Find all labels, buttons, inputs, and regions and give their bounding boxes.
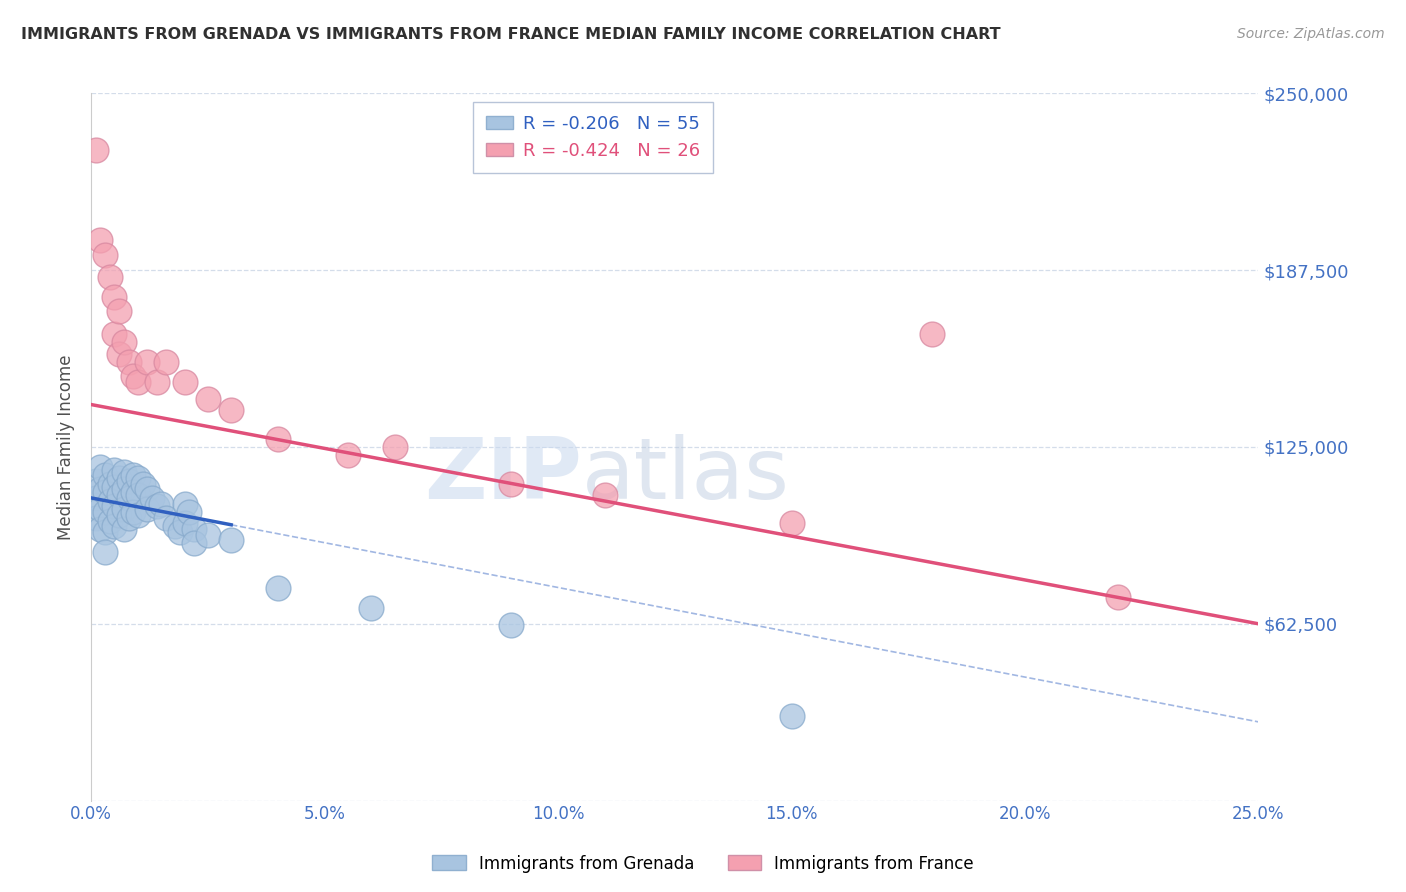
Point <box>98 514 121 528</box>
Point <box>117 355 139 369</box>
Point <box>108 488 131 502</box>
Point <box>197 392 219 406</box>
Point <box>179 505 201 519</box>
Point <box>127 471 149 485</box>
Point <box>1107 590 1129 604</box>
Point <box>94 524 117 539</box>
Point <box>150 497 173 511</box>
Point <box>155 355 177 369</box>
Point <box>173 375 195 389</box>
Point <box>136 483 159 497</box>
Point <box>103 480 125 494</box>
Point <box>103 290 125 304</box>
Point <box>921 326 943 341</box>
Point <box>122 485 145 500</box>
Point <box>780 516 803 531</box>
Point <box>127 508 149 522</box>
Point <box>94 485 117 500</box>
Point <box>112 335 135 350</box>
Point <box>155 510 177 524</box>
Point <box>136 502 159 516</box>
Point <box>127 375 149 389</box>
Text: ZIP: ZIP <box>423 434 582 516</box>
Point <box>94 544 117 558</box>
Point <box>219 403 242 417</box>
Point <box>122 505 145 519</box>
Point <box>117 491 139 505</box>
Text: atlas: atlas <box>582 434 789 516</box>
Point <box>122 369 145 384</box>
Point <box>84 474 107 488</box>
Point <box>108 346 131 360</box>
Point <box>112 466 135 480</box>
Point <box>219 533 242 548</box>
Point <box>136 355 159 369</box>
Point <box>108 471 131 485</box>
Point <box>89 483 111 497</box>
Point <box>112 483 135 497</box>
Point <box>267 432 290 446</box>
Point <box>94 505 117 519</box>
Point <box>183 522 205 536</box>
Point <box>84 510 107 524</box>
Legend: Immigrants from Grenada, Immigrants from France: Immigrants from Grenada, Immigrants from… <box>426 848 980 880</box>
Point <box>141 491 163 505</box>
Point <box>145 375 167 389</box>
Point <box>336 449 359 463</box>
Point <box>98 476 121 491</box>
Point <box>145 500 167 514</box>
Point <box>117 474 139 488</box>
Point <box>267 582 290 596</box>
Point <box>593 488 616 502</box>
Point <box>108 508 131 522</box>
Point <box>780 708 803 723</box>
Point <box>103 462 125 476</box>
Point <box>112 522 135 536</box>
Point <box>360 601 382 615</box>
Point <box>94 247 117 261</box>
Point <box>501 618 523 632</box>
Point <box>131 476 153 491</box>
Point <box>103 500 125 514</box>
Point <box>94 468 117 483</box>
Point <box>84 143 107 157</box>
Point <box>112 502 135 516</box>
Point <box>197 527 219 541</box>
Point <box>108 304 131 318</box>
Point <box>89 459 111 474</box>
Legend: R = -0.206   N = 55, R = -0.424   N = 26: R = -0.206 N = 55, R = -0.424 N = 26 <box>472 103 713 173</box>
Point <box>103 519 125 533</box>
Point <box>89 502 111 516</box>
Point <box>173 497 195 511</box>
Text: IMMIGRANTS FROM GRENADA VS IMMIGRANTS FROM FRANCE MEDIAN FAMILY INCOME CORRELATI: IMMIGRANTS FROM GRENADA VS IMMIGRANTS FR… <box>21 27 1001 42</box>
Point <box>89 522 111 536</box>
Point <box>169 524 191 539</box>
Y-axis label: Median Family Income: Median Family Income <box>58 354 75 540</box>
Point <box>103 326 125 341</box>
Point <box>117 510 139 524</box>
Point <box>98 270 121 285</box>
Point <box>173 516 195 531</box>
Point <box>84 491 107 505</box>
Point <box>98 493 121 508</box>
Point <box>165 519 187 533</box>
Point <box>122 468 145 483</box>
Text: Source: ZipAtlas.com: Source: ZipAtlas.com <box>1237 27 1385 41</box>
Point <box>183 536 205 550</box>
Point <box>89 234 111 248</box>
Point <box>127 488 149 502</box>
Point <box>384 440 406 454</box>
Point <box>501 476 523 491</box>
